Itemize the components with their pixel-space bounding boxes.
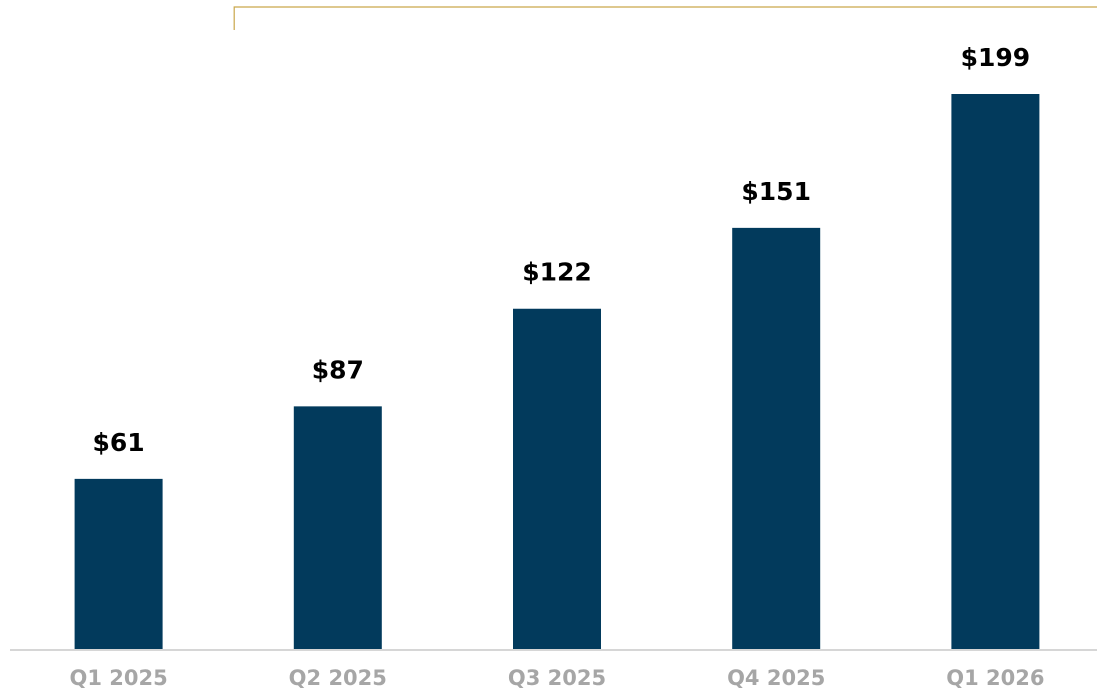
value-label: $87 [312,355,364,384]
period-bracket [233,6,1097,30]
bracket-line [233,6,1097,30]
x-tick-label: Q3 2025 [508,666,606,690]
value-label: $151 [741,177,811,206]
value-label: $122 [522,258,592,287]
x-tick-labels: Q1 2025 Q2 2025 Q3 2025 Q4 2025 Q1 2026 [69,666,1044,690]
bar-q1-2025 [74,478,163,649]
x-tick-label: Q2 2025 [289,666,387,690]
bar-q4-2025 [732,227,821,649]
value-label: $61 [93,428,145,457]
bar-q1-2026 [951,94,1040,649]
bars [74,94,1040,649]
x-tick-label: Q1 2025 [69,666,167,690]
value-labels: $61 $87 $122 $151 $199 [93,43,1031,457]
bar-q3-2025 [513,308,601,649]
value-label: $199 [961,43,1031,72]
x-tick-label: Q1 2026 [946,666,1044,690]
x-tick-label: Q4 2025 [727,666,825,690]
bar-q2-2025 [293,406,382,649]
